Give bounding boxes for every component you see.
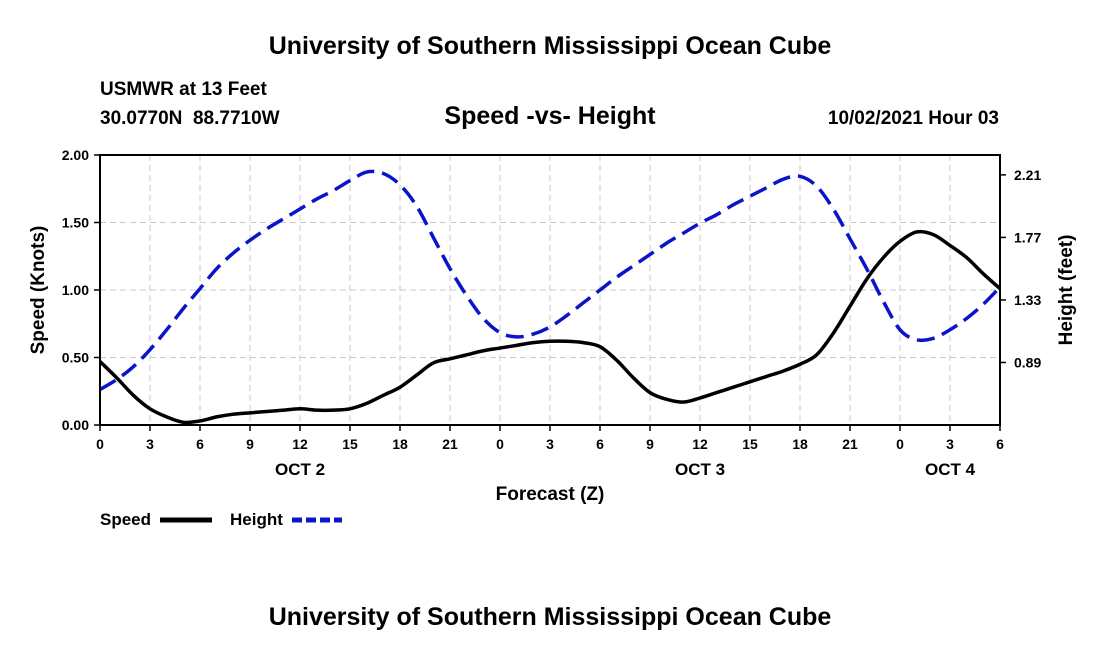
y-right-tick-label: 2.21 xyxy=(1014,167,1041,183)
footer-title: University of Southern Mississippi Ocean… xyxy=(269,603,832,631)
x-tick-label: 15 xyxy=(342,436,358,452)
x-tick-label: 6 xyxy=(596,436,604,452)
y-axis-right-title: Height (feet) xyxy=(1056,235,1077,346)
x-tick-label: 3 xyxy=(546,436,554,452)
y-left-tick-label: 0.00 xyxy=(62,417,89,433)
x-tick-label: 15 xyxy=(742,436,758,452)
x-tick-label: 21 xyxy=(842,436,858,452)
x-tick-label: 6 xyxy=(996,436,1004,452)
chart-title: Speed -vs- Height xyxy=(444,102,656,130)
x-tick-label: 0 xyxy=(896,436,904,452)
x-tick-label: 0 xyxy=(496,436,504,452)
x-tick-label: 12 xyxy=(292,436,308,452)
day-label: OCT 4 xyxy=(925,460,976,479)
height-series-line xyxy=(99,169,1002,391)
grid-lines xyxy=(100,155,1000,425)
x-tick-label: 21 xyxy=(442,436,458,452)
day-label: OCT 2 xyxy=(275,460,325,479)
x-tick-label: 3 xyxy=(146,436,154,452)
day-label: OCT 3 xyxy=(675,460,725,479)
data-series xyxy=(98,169,1002,425)
station-label: USMWR at 13 Feet xyxy=(100,79,267,100)
legend: Speed Height xyxy=(100,510,342,529)
speed-series-line xyxy=(98,229,1002,425)
x-tick-label: 9 xyxy=(646,436,654,452)
x-tick-label: 0 xyxy=(96,436,104,452)
y-left-tick-label: 0.50 xyxy=(62,350,89,366)
x-tick-label: 18 xyxy=(792,436,808,452)
x-tick-label: 3 xyxy=(946,436,954,452)
x-tick-label: 12 xyxy=(692,436,708,452)
page-title: University of Southern Mississippi Ocean… xyxy=(269,32,832,60)
y-right-tick-label: 1.33 xyxy=(1014,292,1041,308)
date-hour-label: 10/02/2021 Hour 03 xyxy=(828,108,999,129)
y-left-tick-label: 2.00 xyxy=(62,147,89,163)
x-tick-label: 9 xyxy=(246,436,254,452)
axes: 0 3 6 9 12 15 18 21 0 3 6 9 12 15 18 21 0 3 6 0.00 0.50 1.00 1… xyxy=(62,147,1042,479)
y-left-tick-label: 1.50 xyxy=(62,215,89,231)
y-right-tick-label: 1.77 xyxy=(1014,229,1041,245)
station-coordinates: 30.0770N 88.7710W xyxy=(100,108,280,129)
legend-speed-label: Speed xyxy=(100,510,151,529)
y-axis-left-title: Speed (Knots) xyxy=(28,226,49,355)
y-left-tick-label: 1.00 xyxy=(62,282,89,298)
y-right-tick-label: 0.89 xyxy=(1014,354,1041,370)
legend-height-label: Height xyxy=(230,510,283,529)
x-axis-title: Forecast (Z) xyxy=(496,484,605,505)
x-tick-label: 18 xyxy=(392,436,408,452)
x-tick-label: 6 xyxy=(196,436,204,452)
